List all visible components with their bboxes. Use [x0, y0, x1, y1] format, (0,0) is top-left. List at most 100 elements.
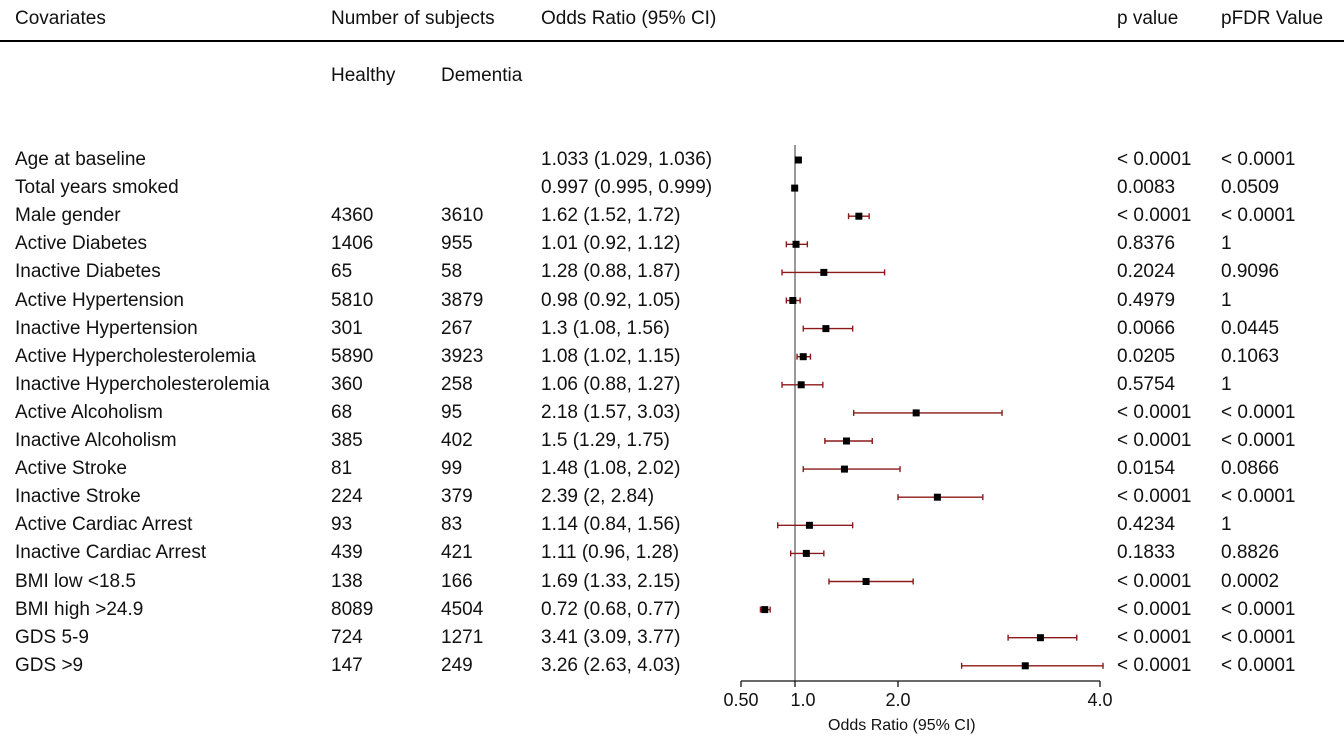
odds-ratio-point	[791, 184, 799, 192]
pfdr-value: < 0.0001	[1221, 654, 1296, 676]
pfdr-value: < 0.0001	[1221, 205, 1296, 227]
p-value: 0.8376	[1117, 233, 1176, 255]
dementia-count: 4504	[441, 598, 484, 620]
header-pfdr: pFDR Value	[1221, 8, 1324, 29]
header-p-value: p value	[1117, 8, 1179, 29]
header-subjects: Number of subjects	[331, 8, 495, 29]
p-value: 0.5754	[1117, 373, 1176, 395]
p-value: 0.0066	[1117, 317, 1176, 339]
odds-ratio-text: 0.98 (0.92, 1.05)	[541, 289, 681, 311]
header-covariates: Covariates	[15, 8, 106, 29]
covariate-label: Active Diabetes	[15, 233, 148, 255]
covariate-label: Active Hypercholesterolemia	[15, 345, 256, 367]
odds-ratio-point	[792, 240, 800, 248]
dementia-count: 3610	[441, 205, 484, 227]
covariate-label: Inactive Hypercholesterolemia	[15, 373, 270, 395]
dementia-count: 249	[441, 654, 473, 676]
x-tick-label: 0.50	[723, 690, 758, 710]
covariate-label: Active Cardiac Arrest	[15, 514, 193, 536]
healthy-count: 224	[331, 486, 363, 508]
p-value: < 0.0001	[1117, 401, 1192, 423]
pfdr-value: < 0.0001	[1221, 486, 1296, 508]
x-tick-label: 2.0	[885, 690, 910, 710]
dementia-count: 3879	[441, 289, 484, 311]
p-value: < 0.0001	[1117, 486, 1192, 508]
dementia-count: 58	[441, 261, 463, 283]
odds-ratio-point	[822, 325, 830, 333]
pfdr-value: < 0.0001	[1221, 430, 1296, 451]
odds-ratio-point	[820, 268, 828, 276]
healthy-count: 1406	[331, 233, 374, 255]
odds-ratio-text: 1.11 (0.96, 1.28)	[541, 542, 680, 564]
covariate-label: Total years smoked	[15, 177, 179, 199]
odds-ratio-text: 1.033 (1.029, 1.036)	[541, 149, 713, 170]
dementia-count: 83	[441, 514, 463, 536]
odds-ratio-text: 2.18 (1.57, 3.03)	[541, 401, 681, 423]
p-value: < 0.0001	[1117, 430, 1192, 451]
covariate-label: Age at baseline	[15, 149, 146, 170]
header-rule	[0, 40, 1344, 42]
p-value: 0.2024	[1117, 261, 1176, 283]
healthy-count: 147	[331, 654, 363, 676]
healthy-count: 93	[331, 514, 353, 536]
odds-ratio-text: 1.08 (1.02, 1.15)	[541, 345, 681, 367]
p-value: 0.4979	[1117, 289, 1176, 311]
healthy-count: 65	[331, 261, 353, 283]
odds-ratio-point	[805, 521, 813, 529]
subheader-healthy: Healthy	[331, 65, 396, 86]
pfdr-value: 0.0509	[1221, 177, 1280, 199]
odds-ratio-text: 1.28 (0.88, 1.87)	[541, 261, 681, 283]
odds-ratio-text: 1.3 (1.08, 1.56)	[541, 317, 670, 339]
odds-ratio-point	[840, 465, 848, 473]
odds-ratio-point	[1021, 662, 1029, 670]
p-value: < 0.0001	[1117, 626, 1192, 648]
odds-ratio-text: 1.69 (1.33, 2.15)	[541, 570, 681, 592]
covariate-label: BMI low <18.5	[15, 570, 136, 592]
odds-ratio-point	[789, 297, 797, 304]
odds-ratio-point	[799, 353, 807, 361]
dementia-count: 258	[441, 373, 473, 395]
healthy-count: 439	[331, 542, 363, 564]
covariate-label: Male gender	[15, 205, 121, 227]
dementia-count: 267	[441, 317, 473, 339]
dementia-count: 1271	[441, 626, 484, 648]
p-value: 0.4234	[1117, 514, 1176, 536]
covariate-label: Inactive Hypertension	[15, 317, 198, 339]
odds-ratio-point	[862, 578, 870, 585]
odds-ratio-point	[794, 156, 802, 164]
p-value: < 0.0001	[1117, 570, 1192, 592]
healthy-count: 138	[331, 570, 363, 592]
healthy-count: 8089	[331, 598, 374, 620]
pfdr-value: 0.0445	[1221, 317, 1280, 339]
pfdr-value: 1	[1221, 289, 1232, 311]
pfdr-value: < 0.0001	[1221, 598, 1296, 620]
pfdr-value: < 0.0001	[1221, 401, 1296, 423]
odds-ratio-text: 3.41 (3.09, 3.77)	[541, 626, 681, 648]
p-value: 0.0154	[1117, 458, 1176, 480]
pfdr-value: < 0.0001	[1221, 626, 1296, 648]
p-value: < 0.0001	[1117, 654, 1192, 676]
covariate-label: Inactive Stroke	[15, 486, 141, 508]
dementia-count: 3923	[441, 345, 484, 367]
odds-ratio-text: 0.72 (0.68, 0.77)	[541, 598, 681, 620]
dementia-count: 99	[441, 458, 463, 480]
dementia-count: 421	[441, 542, 473, 564]
odds-ratio-point	[797, 381, 805, 389]
subheader-dementia: Dementia	[441, 65, 523, 86]
covariate-label: Active Alcoholism	[15, 401, 163, 423]
odds-ratio-point	[855, 212, 863, 220]
pfdr-value: 1	[1221, 514, 1232, 536]
odds-ratio-point	[761, 606, 769, 614]
healthy-count: 5890	[331, 345, 374, 367]
dementia-count: 95	[441, 401, 463, 423]
healthy-count: 5810	[331, 289, 374, 311]
covariate-label: Inactive Cardiac Arrest	[15, 542, 207, 564]
pfdr-value: 1	[1221, 233, 1232, 255]
odds-ratio-text: 0.997 (0.995, 0.999)	[541, 177, 713, 199]
odds-ratio-text: 1.01 (0.92, 1.12)	[541, 233, 681, 255]
pfdr-value: 0.0866	[1221, 458, 1280, 480]
dementia-count: 166	[441, 570, 473, 592]
odds-ratio-text: 1.62 (1.52, 1.72)	[541, 205, 681, 227]
odds-ratio-point	[933, 493, 941, 501]
